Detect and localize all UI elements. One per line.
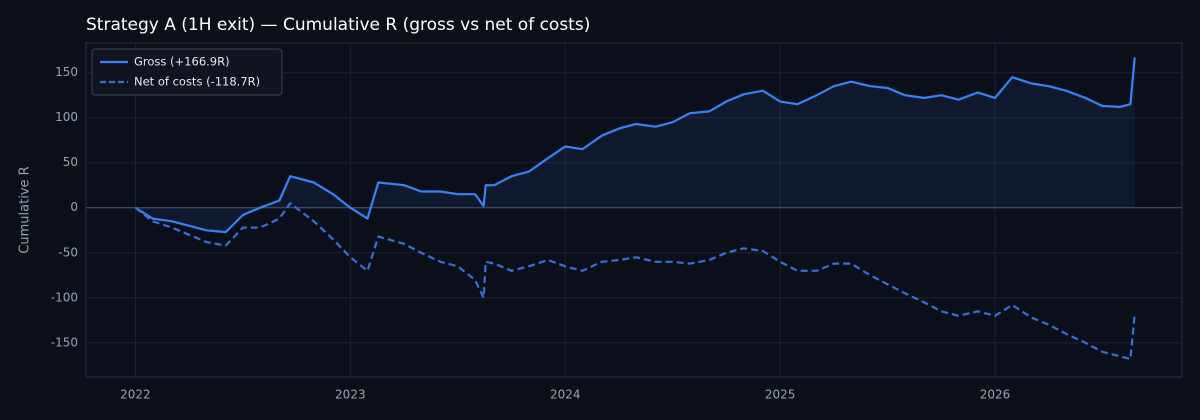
x-tick-label: 2025 (765, 388, 796, 402)
y-tick-label: 150 (55, 65, 78, 79)
x-tick-label: 2026 (980, 388, 1011, 402)
plot-area (85, 42, 1183, 378)
y-tick-label: 0 (70, 200, 78, 214)
y-tick-label: -50 (58, 245, 78, 259)
series-line (134, 57, 1136, 234)
x-tick-label: 2022 (120, 388, 151, 402)
y-tick-label: -150 (51, 335, 78, 349)
chart-title: Strategy A (1H exit) — Cumulative R (gro… (86, 15, 590, 35)
legend-box (91, 48, 283, 96)
series-line (134, 202, 1136, 361)
y-axis-label: Cumulative R (18, 166, 33, 253)
legend-label: Gross (+166.9R) (134, 55, 230, 69)
y-tick-label: 100 (55, 110, 78, 124)
area (135, 57, 1135, 233)
legend: Gross (+166.9R) Net of costs (-118.7R) (91, 48, 283, 96)
x-tick-label: 2024 (550, 388, 581, 402)
y-tick-label: -100 (51, 290, 78, 304)
grid: -150 -100 -50 0 50 100 150 2022 2023 2024 2025 2026 (51, 43, 1182, 402)
marks (134, 57, 1136, 361)
y-tick-label: 50 (63, 155, 78, 169)
legend-label: Net of costs (-118.7R) (134, 75, 260, 89)
x-tick-label: 2023 (335, 388, 366, 402)
